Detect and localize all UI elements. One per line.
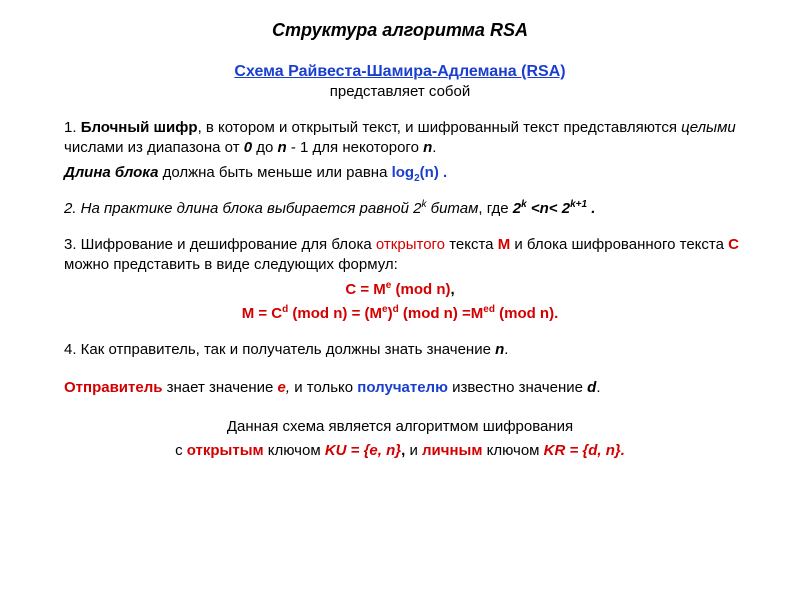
pt1-r4: - 1 для некоторого xyxy=(287,139,423,156)
s2-KU: KU = {e, n} xyxy=(325,442,401,459)
pt1b-term: Длина блока xyxy=(64,164,158,181)
s2-KR: KR = {d, n}. xyxy=(544,442,625,459)
formula-2: M = Cd (mod n) = (Me)d (mod n) =Med (mod… xyxy=(48,304,752,324)
f2-a: M = C xyxy=(242,305,282,322)
s2-and: и xyxy=(405,442,422,459)
pt5-a: знает значение xyxy=(162,379,277,396)
s2-open: открытым xyxy=(187,442,264,459)
pt1-num: 1. xyxy=(64,119,81,136)
scheme-subtitle: представляет собой xyxy=(48,83,752,100)
pt2-plain: , где xyxy=(478,200,512,217)
f2-b: (mod n) = (M xyxy=(288,305,382,322)
f1-pre: C = M xyxy=(345,281,385,298)
s2-b3: ключом xyxy=(482,442,543,459)
pt5-only: и только xyxy=(294,379,357,396)
point-1: 1. Блочный шифр, в котором и открытый те… xyxy=(48,118,752,159)
point-4: 4. Как отправитель, так и получатель дол… xyxy=(48,340,752,360)
log-text: log xyxy=(392,164,415,181)
pt5-b: известно значение xyxy=(448,379,587,396)
pt4-a: 4. Как отправитель, так и получатель дол… xyxy=(64,341,495,358)
pt1-term: Блочный шифр xyxy=(81,119,198,136)
pt1-r3: до xyxy=(252,139,277,156)
pt2-end: . xyxy=(587,200,595,217)
slide-content: Структура алгоритма RSA Схема Райвеста-Ш… xyxy=(0,0,800,461)
summary-1: Данная схема является алгоритмом шифрова… xyxy=(48,417,752,437)
pt2-ineq: 2k <n< 2k+1 . xyxy=(513,200,596,217)
pt5-dot: . xyxy=(596,379,600,396)
pt5-d: d xyxy=(587,379,596,396)
pt1-dot: . xyxy=(432,139,436,156)
pt1-r2: числами из диапазона от xyxy=(64,139,244,156)
f2-dd: (mod n) =M xyxy=(399,305,484,322)
summary-2: с открытым ключом KU = {e, n}, и личным … xyxy=(48,441,752,461)
pt1b-rest: должна быть меньше или равна xyxy=(158,164,391,181)
pt2-em1: 2. На практике длина блока выбирается ра… xyxy=(64,200,421,217)
pt1-n: n xyxy=(278,139,287,156)
pt3-c: и блока шифрованного текста xyxy=(510,236,728,253)
f2-ed: ed xyxy=(483,304,495,315)
pt2-k1: k+1 xyxy=(570,199,587,210)
pt1-zero: 0 xyxy=(244,139,252,156)
pt4-dot: . xyxy=(504,341,508,358)
pt2-mid: <n< 2 xyxy=(527,200,570,217)
point-5: Отправитель знает значение e, и только п… xyxy=(48,378,752,398)
pt3-M: M xyxy=(498,236,511,253)
f1-comma: , xyxy=(450,281,454,298)
spacer-2 xyxy=(48,403,752,417)
pt3-d: можно представить в виде следующих форму… xyxy=(64,256,398,273)
slide-title: Структура алгоритма RSA xyxy=(48,20,752,41)
rsa-scheme-link[interactable]: Схема Райвеста-Шамира-Адлемана (RSA) xyxy=(234,63,565,80)
point-1b: Длина блока должна быть меньше или равна… xyxy=(48,163,752,183)
f2-end: (mod n). xyxy=(495,305,558,322)
pt3-b: текста xyxy=(445,236,498,253)
pt1-n2: n xyxy=(423,139,432,156)
point-3: 3. Шифрование и дешифрование для блока о… xyxy=(48,235,752,276)
pt2-2a: 2 xyxy=(513,200,521,217)
pt2-em2: битам xyxy=(426,200,478,217)
pt3-open: открытого xyxy=(376,236,445,253)
scheme-link-line: Схема Райвеста-Шамира-Адлемана (RSA) xyxy=(48,63,752,81)
pt4-n: n xyxy=(495,341,504,358)
pt1-r1: , в котором и открытый текст, и шифрован… xyxy=(198,119,682,136)
pt5-recv: получателю xyxy=(357,379,448,396)
pt5-sender: Отправитель xyxy=(64,379,162,396)
s2-b2: ключом xyxy=(264,442,325,459)
pt5-comma: , xyxy=(286,379,294,396)
s2-b1: с xyxy=(175,442,187,459)
pt3-a: 3. Шифрование и дешифрование для блока xyxy=(64,236,376,253)
formula-1: C = Me (mod n), xyxy=(48,280,752,300)
pt5-e: e xyxy=(278,379,286,396)
point-2: 2. На практике длина блока выбирается ра… xyxy=(48,199,752,219)
pt3-C: C xyxy=(728,236,739,253)
f1-post: (mod n) xyxy=(391,281,450,298)
pt1-ital: целыми xyxy=(681,119,736,136)
log-fn: log2(n) . xyxy=(392,164,448,181)
s2-priv: личным xyxy=(422,442,482,459)
spacer xyxy=(48,364,752,378)
log-arg: (n) . xyxy=(420,164,448,181)
pt2-em: 2. На практике длина блока выбирается ра… xyxy=(64,200,478,217)
